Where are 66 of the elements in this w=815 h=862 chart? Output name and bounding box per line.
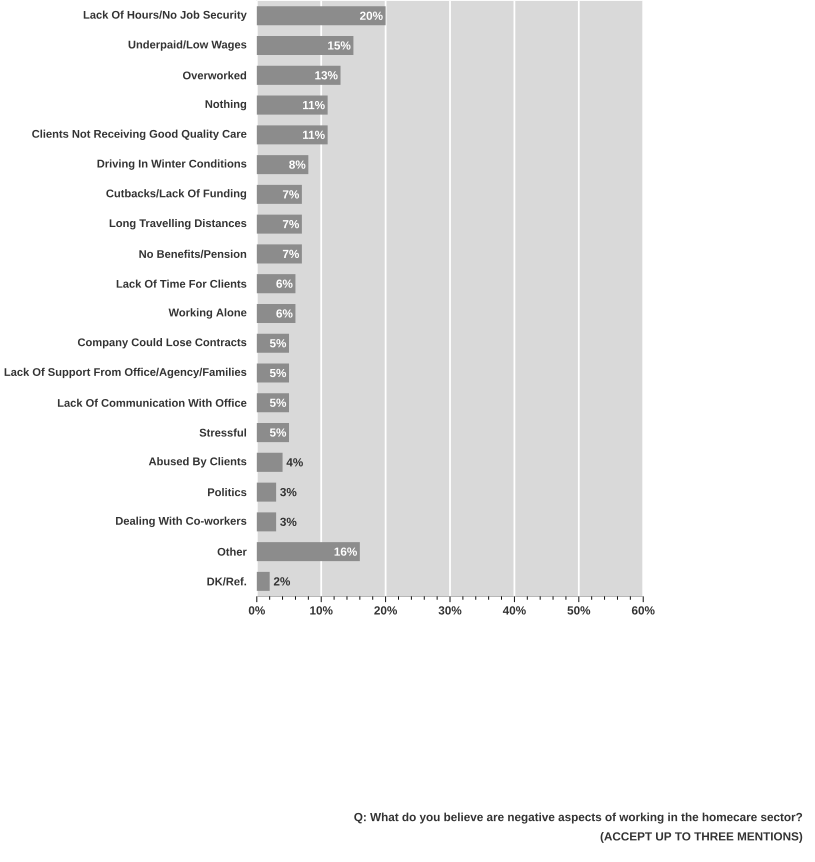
data-label: 20% — [360, 12, 383, 20]
y-tick-label: Lack Of Hours/No Job Security — [84, 10, 247, 21]
y-tick-label: Underpaid/Low Wages — [128, 40, 246, 51]
data-label: 11% — [302, 100, 325, 110]
bar — [256, 214, 302, 234]
data-label: 2% — [274, 577, 290, 586]
y-tick-label: Other — [217, 548, 247, 556]
x-tick-label: 40% — [502, 606, 526, 615]
bar — [256, 334, 289, 353]
bar — [256, 512, 276, 532]
y-tick-label: Driving In Winter Conditions — [97, 159, 246, 170]
y-tick-label: Lack Of Support From Office/Agency/Families — [4, 368, 246, 378]
y-tick-label: Overworked — [182, 71, 246, 80]
data-label: 8% — [289, 160, 306, 169]
y-tick-label: No Benefits/Pension — [139, 250, 246, 258]
bar — [256, 184, 302, 204]
data-label: 6% — [276, 280, 292, 288]
bar — [256, 304, 296, 323]
bar — [256, 36, 354, 56]
x-tick-label: 0% — [248, 606, 265, 615]
y-tick-label: DK/Ref. — [207, 577, 246, 586]
data-label: 3% — [280, 518, 296, 526]
y-tick-label: Lack Of Communication With Office — [58, 398, 246, 407]
y-tick-label: Cutbacks/Lack Of Funding — [106, 189, 246, 200]
y-tick-label: Stressful — [199, 428, 246, 437]
bar — [256, 6, 386, 26]
y-tick-label: Long Travelling Distances — [110, 218, 246, 230]
data-label: 6% — [276, 309, 292, 318]
x-tick-label: 60% — [632, 606, 654, 615]
data-label: 5% — [270, 368, 286, 378]
text: (ACCEPT UP TO THREE MENTIONS) — [600, 832, 802, 843]
data-label: 7% — [282, 250, 299, 258]
y-tick-label: Company Could Lose Contracts — [78, 338, 246, 348]
bar — [256, 542, 360, 562]
data-label: 15% — [328, 41, 350, 50]
data-label: 3% — [280, 488, 296, 496]
x-tick-label: 50% — [567, 606, 590, 615]
x-tick-label: 20% — [374, 606, 397, 615]
bar — [256, 155, 308, 174]
y-tick-label: Dealing With Co-workers — [116, 516, 246, 528]
bar — [256, 572, 270, 591]
data-label: 5% — [270, 398, 286, 407]
data-label: 7% — [282, 190, 299, 199]
data-label: 7% — [282, 220, 299, 228]
bar — [256, 274, 296, 294]
data-label: 13% — [315, 71, 338, 80]
data-label: 5% — [270, 339, 286, 348]
data-label: 11% — [302, 130, 325, 139]
bar — [256, 66, 340, 85]
data-label: 4% — [286, 458, 303, 466]
bar — [256, 244, 302, 264]
text: Q: What do you believe are negative aspects of working in the homecare sector? — [354, 812, 802, 824]
y-tick-label: Abused By Clients — [148, 457, 246, 468]
bar — [256, 482, 276, 502]
bar — [256, 96, 328, 115]
x-tick-label: 30% — [438, 606, 462, 615]
y-tick-label: Clients Not Receiving Good Quality Care — [32, 130, 246, 140]
data-label: 5% — [270, 428, 286, 437]
y-tick-label: Lack Of Time For Clients — [116, 280, 246, 288]
bar — [256, 125, 328, 144]
data-label: 16% — [334, 547, 357, 556]
y-tick-label: Working Alone — [168, 308, 246, 319]
bar — [256, 452, 282, 472]
y-tick-label: Politics — [208, 488, 246, 496]
x-tick-label: 10% — [310, 606, 332, 615]
y-tick-label: Nothing — [205, 100, 246, 110]
